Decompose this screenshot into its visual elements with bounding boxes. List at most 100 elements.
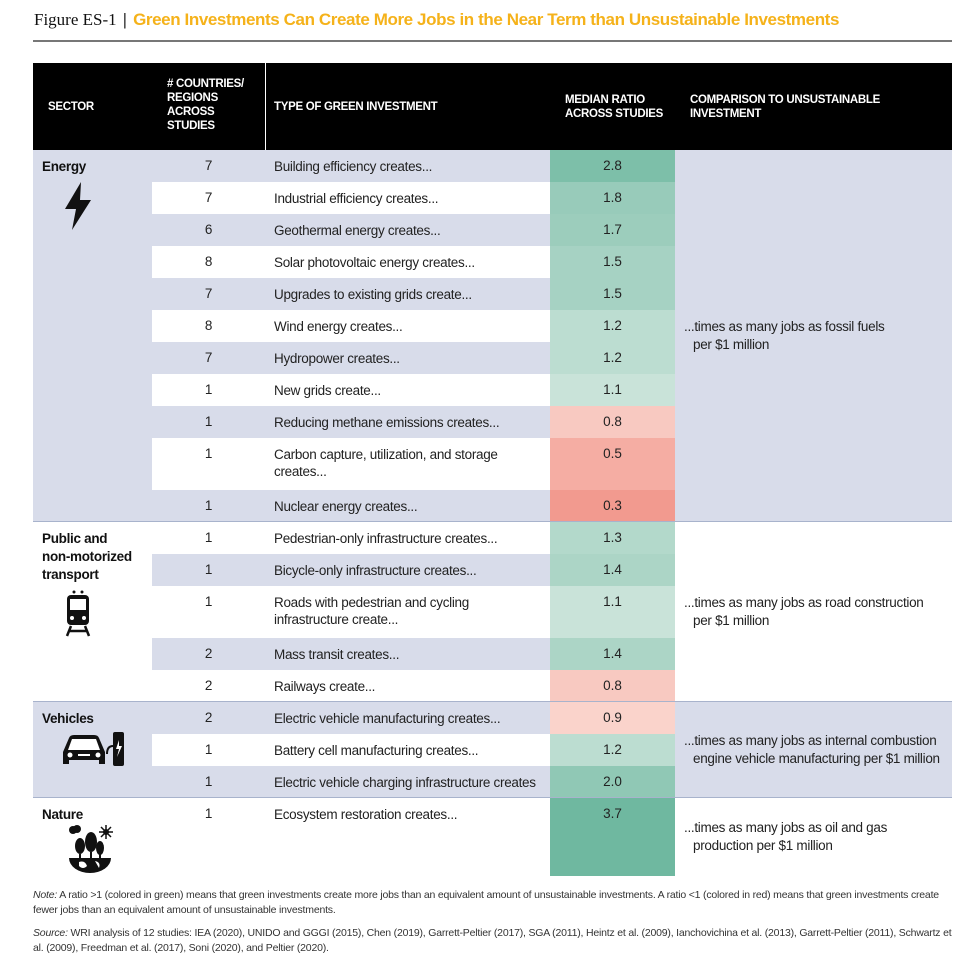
table-row: 1 Nuclear energy creates...	[152, 490, 550, 522]
sector-name: Nature	[42, 806, 83, 824]
sector-name: Energy	[42, 158, 86, 176]
investment-type-line: Industrial efficiency creates...	[274, 191, 439, 206]
investment-type: Roads with pedestrian and cycling infrast…	[274, 594, 544, 628]
comparison-text: ...times as many jobs as road constructi…	[684, 594, 949, 630]
investment-type-line: Bicycle-only infrastructure creates...	[274, 563, 477, 578]
median-ratio-cell: 2.0	[550, 766, 675, 798]
sector-name-line: non-motorized	[42, 549, 132, 564]
countries-count: 1	[204, 498, 213, 513]
header-line: COMPARISON TO UNSUSTAINABLE	[690, 94, 880, 106]
median-ratio-cell: 1.5	[550, 278, 675, 310]
investment-type: Building efficiency creates...	[274, 158, 544, 175]
comparison-text: ...times as many jobs as fossil fuels per…	[684, 318, 949, 354]
table-row: 1 Reducing methane emissions creates...	[152, 406, 550, 438]
header-line: STUDIES	[167, 120, 215, 132]
comparison-line: ...times as many jobs as oil and gas	[684, 820, 888, 835]
investment-type-line: New grids create...	[274, 383, 381, 398]
sector-name-line: Nature	[42, 807, 83, 822]
sector-name-line: Energy	[42, 159, 86, 174]
table-row: 6 Geothermal energy creates...	[152, 214, 550, 246]
investment-type-line: Building efficiency creates...	[274, 159, 433, 174]
median-ratio-cell: 1.1	[550, 586, 675, 638]
table-row: 1 Electric vehicle charging infrastructur…	[152, 766, 550, 798]
table-row: 1 Carbon capture, utilization, and storag…	[152, 438, 550, 490]
median-ratio-cell: 0.3	[550, 490, 675, 522]
investment-type-line: Nuclear energy creates...	[274, 499, 418, 514]
countries-count: 1	[204, 774, 213, 789]
countries-count: 1	[204, 742, 213, 757]
countries-count: 7	[204, 158, 213, 173]
comparison-text: ...times as many jobs as internal combus…	[684, 732, 949, 768]
header-comparison: COMPARISON TO UNSUSTAINABLE INVESTMENT	[690, 93, 880, 121]
median-ratio-cell: 1.3	[550, 522, 675, 554]
header-line: REGIONS	[167, 92, 218, 104]
title-rule	[33, 40, 952, 42]
comparison-line: ...times as many jobs as internal combus…	[684, 733, 937, 748]
median-ratio-cell: 1.7	[550, 214, 675, 246]
countries-count: 1	[204, 446, 213, 461]
comparison-line: ...times as many jobs as fossil fuels	[684, 319, 885, 334]
median-ratio-cell: 1.2	[550, 734, 675, 766]
header-ratio: MEDIAN RATIO ACROSS STUDIES	[565, 93, 663, 121]
countries-count: 2	[204, 710, 213, 725]
investment-type-line: Hydropower creates...	[274, 351, 400, 366]
trees-globe-icon	[65, 824, 115, 879]
table-row: 7 Industrial efficiency creates...	[152, 182, 550, 214]
investment-type: Solar photovoltaic energy creates...	[274, 254, 544, 271]
header-type: TYPE OF GREEN INVESTMENT	[274, 101, 438, 113]
header-line: INVESTMENT	[690, 108, 762, 120]
investment-type: Reducing methane emissions creates...	[274, 414, 544, 431]
table-row: 1 Pedestrian-only infrastructure creates.…	[152, 522, 550, 554]
investment-type: Upgrades to existing grids create...	[274, 286, 544, 303]
investment-type-line: Roads with pedestrian and cycling	[274, 595, 469, 610]
figure-label: Figure ES-1	[34, 10, 117, 29]
countries-count: 1	[204, 806, 213, 821]
investment-type-line: creates...	[274, 464, 327, 479]
investment-type-line: Geothermal energy creates...	[274, 223, 441, 238]
comparison-text: ...times as many jobs as oil and gas prod…	[684, 819, 949, 855]
investment-type: Electric vehicle manufacturing creates..…	[274, 710, 544, 727]
investment-type-line: Wind energy creates...	[274, 319, 403, 334]
table-row: 1 Ecosystem restoration creates...	[152, 798, 550, 876]
investment-type-line: infrastructure create...	[274, 612, 399, 627]
title-separator: |	[122, 10, 128, 29]
header-line: ACROSS	[167, 106, 215, 118]
countries-count: 1	[204, 414, 213, 429]
note-body: A ratio >1 (colored in green) means that…	[33, 889, 939, 916]
countries-count: 1	[204, 382, 213, 397]
countries-count: 7	[204, 350, 213, 365]
investment-type: New grids create...	[274, 382, 544, 399]
median-ratio-cell: 1.4	[550, 638, 675, 670]
sector-name-line: transport	[42, 567, 99, 582]
investment-type-line: Upgrades to existing grids create...	[274, 287, 472, 302]
comparison-line: engine vehicle manufacturing per $1 mill…	[693, 751, 940, 766]
countries-count: 7	[204, 286, 213, 301]
countries-count: 7	[204, 190, 213, 205]
source-body: WRI analysis of 12 studies: IEA (2020), …	[33, 927, 952, 954]
comparison-line: ...times as many jobs as road constructi…	[684, 595, 924, 610]
table-row: 2 Railways create...	[152, 670, 550, 702]
table-row: 7 Hydropower creates...	[152, 342, 550, 374]
comparison-line: production per $1 million	[693, 838, 833, 853]
investment-type-line: Reducing methane emissions creates...	[274, 415, 500, 430]
investment-type-line: Railways create...	[274, 679, 376, 694]
investment-type: Nuclear energy creates...	[274, 498, 544, 515]
investment-type: Geothermal energy creates...	[274, 222, 544, 239]
countries-count: 1	[204, 530, 213, 545]
header-line: MEDIAN RATIO	[565, 94, 645, 106]
sector-name-line: Vehicles	[42, 711, 94, 726]
median-ratio-cell: 1.4	[550, 554, 675, 586]
table-row: 1 New grids create...	[152, 374, 550, 406]
countries-count: 8	[204, 254, 213, 269]
source-text: Source: WRI analysis of 12 studies: IEA …	[33, 926, 952, 956]
investment-type-line: Carbon capture, utilization, and storage	[274, 447, 498, 462]
investment-type: Electric vehicle charging infrastructure…	[274, 774, 544, 791]
investment-type: Ecosystem restoration creates...	[274, 806, 544, 823]
countries-count: 2	[204, 678, 213, 693]
median-ratio-cell: 0.8	[550, 406, 675, 438]
median-ratio-cell: 1.5	[550, 246, 675, 278]
header-countries: # COUNTRIES/REGIONS ACROSS STUDIES	[167, 77, 244, 133]
sector-name: Vehicles	[42, 710, 94, 728]
investment-type-line: Ecosystem restoration creates...	[274, 807, 458, 822]
header-sector: SECTOR	[48, 101, 94, 113]
